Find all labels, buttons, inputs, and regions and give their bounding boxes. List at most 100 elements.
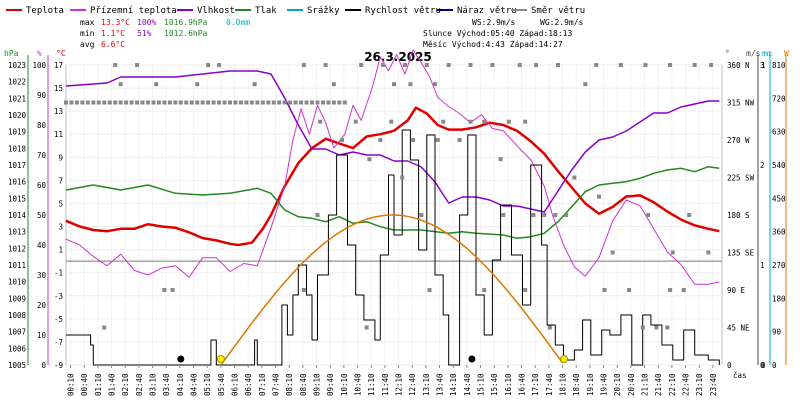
stat-min-label: min (80, 29, 95, 38)
x-tick-label: 07:10 (258, 373, 267, 396)
wind-dir-point (96, 100, 101, 105)
stat-max-temp: 13.3°C (101, 18, 130, 27)
x-tick-label: 20:10 (613, 373, 622, 396)
wind-dir-point (547, 325, 552, 330)
wind-dir-point (618, 63, 623, 67)
wind-dir-point (107, 100, 112, 105)
wind-dir-point (441, 119, 446, 124)
press-tick: 1009 (8, 294, 26, 303)
x-tick-label: 14:10 (449, 373, 458, 396)
stat-max-press: 1016.9hPa (164, 18, 208, 27)
legend-label: Teplota (26, 6, 64, 16)
wind-tick: 0 (760, 361, 765, 370)
x-tick-label: 08:40 (299, 373, 308, 396)
rain-tick: 1 (761, 61, 766, 70)
x-tick-label: 18:40 (572, 373, 581, 396)
dir-tick: 180 S (727, 211, 750, 220)
x-tick-label: 05:40 (217, 373, 226, 396)
press-tick: 1017 (8, 161, 26, 170)
wind-dir-point (364, 325, 369, 330)
x-tick-label: 04:10 (176, 373, 185, 396)
wind-dir-point (200, 100, 205, 105)
temp-tick: -3 (54, 292, 63, 301)
wind-dir-point (553, 213, 558, 217)
x-tick-label: 21:10 (641, 373, 650, 396)
sun-tick: 630 (772, 128, 786, 137)
x-tick-label: 08:10 (285, 373, 294, 396)
x-axis: 00:10 00:40 01:10 01:40 02:10 02:40 03:10 03:40… (67, 365, 747, 396)
wind-dir-point (446, 63, 451, 67)
press-tick: 1008 (8, 311, 27, 320)
wind-dir-point (392, 82, 396, 87)
wind-dir-point (288, 100, 293, 105)
wind-dir-point (162, 100, 167, 105)
wind-tick: 1 (760, 261, 765, 270)
x-tick-label: 19:40 (600, 373, 609, 396)
wind-dir-point (146, 100, 150, 105)
x-tick-label: 15:10 (477, 373, 486, 396)
series-0 (65, 106, 720, 247)
wind-dir-point (222, 100, 227, 105)
wind-dir-point (378, 138, 383, 142)
wind-dir-point (318, 119, 323, 124)
wind-dir-point (113, 100, 118, 105)
wind-dir-point (506, 119, 511, 124)
x-tick-label: 10:10 (340, 373, 349, 396)
temp-tick: 11 (54, 130, 63, 139)
legend-label: Tlak (255, 6, 277, 16)
temp-tick: 15 (54, 84, 63, 93)
wind-dir-point (517, 63, 522, 67)
wind-dir-point (69, 100, 74, 105)
x-tick-label: 12:10 (395, 373, 404, 396)
wind-dir-point (260, 100, 265, 105)
press-unit: hPa (4, 49, 19, 58)
dir-tick: 90 E (727, 286, 746, 295)
rain-unit: mm (762, 49, 772, 58)
stat-min-press: 1012.6hPa (164, 29, 208, 38)
wind-dir-point (304, 100, 309, 105)
wind-dir-point (118, 82, 123, 87)
wind-dir-point (534, 63, 539, 67)
dir-tick: 45 NE (727, 324, 750, 333)
x-tick-label: 04:40 (190, 373, 199, 396)
temp-tick: 5 (58, 199, 63, 208)
wind-dir-point (482, 288, 487, 292)
wind-dir-point (301, 288, 306, 292)
wind-dir-point (113, 63, 118, 67)
wind-dir-point (195, 100, 200, 105)
x-tick-label: 15:40 (490, 373, 499, 396)
wind-dir-point (597, 194, 601, 199)
wind-dir-point (293, 100, 298, 105)
press-tick: 1015 (8, 194, 26, 203)
x-tick-label: 06:40 (244, 373, 253, 396)
x-tick-label: 10:40 (354, 373, 363, 396)
sun-tick: 540 (772, 161, 786, 170)
stat-moon: Měsíc Východ:4:43 Západ:14:27 (423, 40, 563, 49)
series-2 (65, 70, 720, 213)
wind-tick: 2 (760, 161, 765, 170)
dir-tick: 315 NW (727, 99, 755, 108)
wind-dir-point (654, 325, 659, 330)
x-tick-label: 01:10 (94, 373, 103, 396)
press-tick: 1016 (8, 178, 27, 187)
temp-tick: -5 (54, 315, 63, 324)
x-tick-label: 03:40 (162, 373, 171, 396)
wind-dir-point (252, 82, 257, 87)
temp-tick: -7 (54, 338, 63, 347)
sun-tick: 360 (772, 228, 786, 237)
x-tick-label: 07:40 (272, 373, 281, 396)
wind-dir-point (408, 82, 413, 87)
stat-min-hum: 51% (137, 29, 152, 38)
x-tick-label: 23:40 (709, 373, 718, 396)
x-tick-label: 22:40 (682, 373, 691, 396)
wind-dir-point (482, 119, 487, 124)
wind-dir-point (124, 100, 129, 105)
x-tick-label: 19:10 (586, 373, 595, 396)
stat-avg-temp: 6.6°C (101, 40, 125, 49)
wind-dir-point (670, 250, 675, 255)
x-axis-label: čas (733, 371, 747, 380)
wind-dir-point (602, 288, 607, 292)
wind-dir-point (167, 100, 172, 105)
hum-tick: 20 (37, 301, 47, 310)
